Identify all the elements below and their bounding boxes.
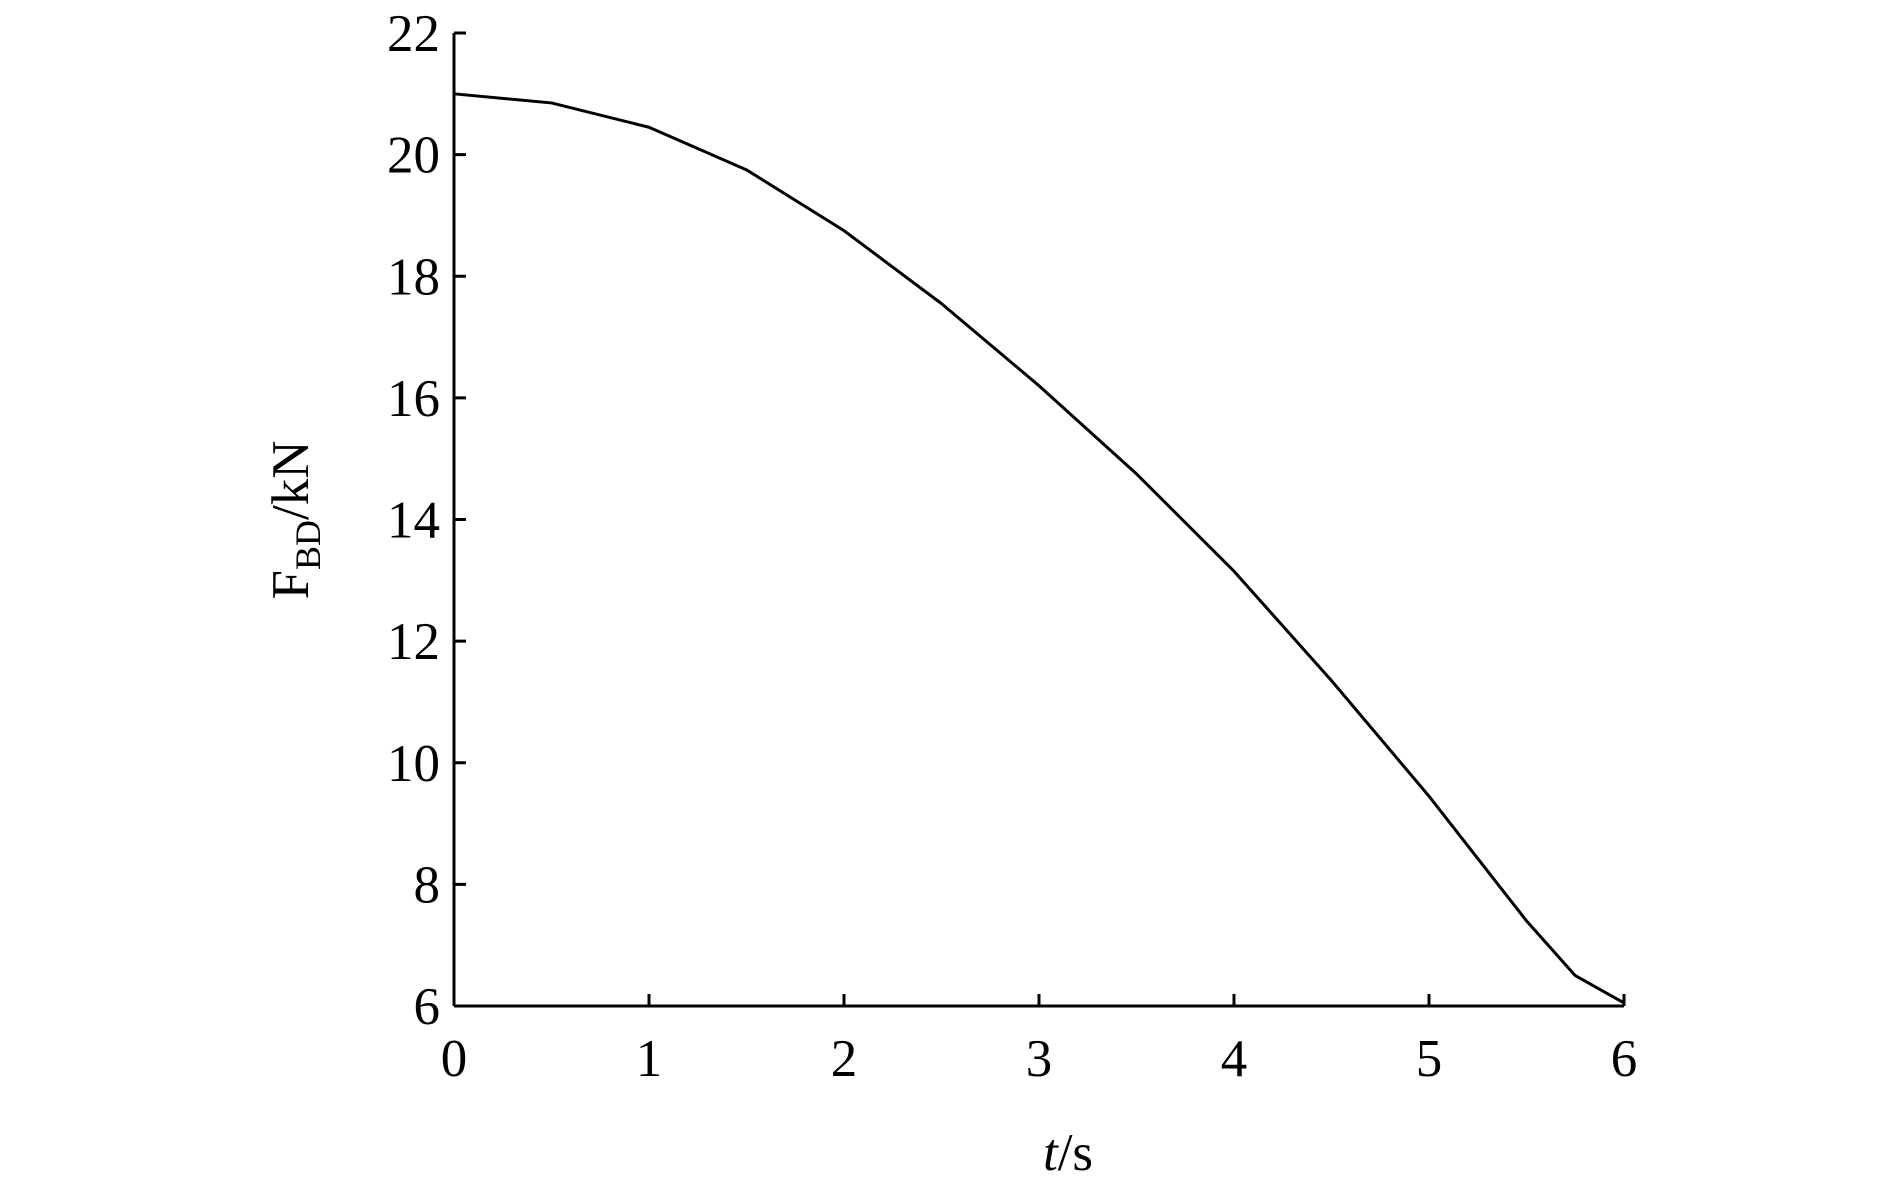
x-label-var: t — [1043, 1124, 1059, 1181]
x-tick-label: 0 — [441, 1030, 468, 1088]
x-axis-label: t/s — [1043, 1124, 1093, 1181]
y-label-sub: BD — [288, 520, 328, 570]
y-tick-label: 22 — [387, 5, 440, 63]
x-tick-label: 3 — [1026, 1030, 1053, 1088]
y-tick-label: 6 — [414, 978, 441, 1036]
y-tick-label: 20 — [387, 127, 440, 185]
x-tick-label: 2 — [831, 1030, 858, 1088]
x-tick-label: 1 — [636, 1030, 663, 1088]
y-label-unit: /kN — [262, 441, 320, 521]
y-label-main: F — [262, 570, 320, 599]
y-tick-label: 8 — [414, 856, 441, 914]
x-tick-label: 5 — [1416, 1030, 1443, 1088]
y-tick-label: 18 — [387, 248, 440, 306]
x-tick-label: 4 — [1221, 1030, 1248, 1088]
y-tick-label: 14 — [387, 492, 440, 550]
y-tick-label: 10 — [387, 735, 440, 793]
line — [453, 92, 1625, 1005]
y-tick-label: 16 — [387, 370, 440, 428]
x-label-unit: /s — [1058, 1124, 1093, 1181]
y-tick-label: 12 — [387, 613, 440, 671]
x-tick-label: 6 — [1611, 1030, 1638, 1088]
y-axis-label: FBD/kN — [262, 441, 328, 600]
